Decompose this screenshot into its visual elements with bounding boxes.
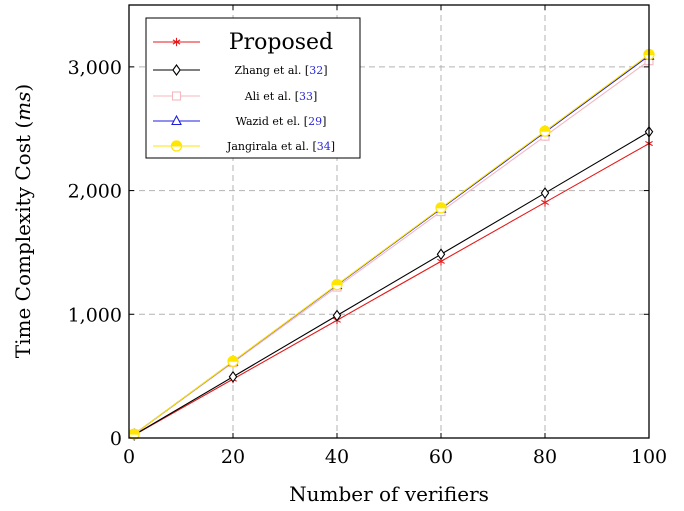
x-tick-label: 80 (533, 446, 557, 468)
legend-label-text: Proposed (229, 30, 333, 55)
legend-entry: Jangirala et al. [34] (153, 140, 335, 153)
marker-halfcircle (170, 140, 183, 152)
series-jangirala-et-al (128, 48, 655, 440)
marker-halfcircle (128, 428, 140, 440)
series-proposed (130, 139, 653, 440)
x-tick-label: 40 (325, 446, 349, 468)
legend-label-ref: 33 (299, 90, 313, 103)
legend-label: Wazid et el. [29] (236, 115, 327, 128)
series-layer (128, 48, 655, 441)
legend-label: Ali et al. [33] (244, 90, 318, 103)
x-tick-label: 0 (123, 446, 135, 468)
legend-label: Zhang et al. [32] (235, 64, 328, 77)
marker-diamond (332, 309, 342, 322)
legend-entry: Wazid et el. [29] (153, 114, 327, 128)
legend-label-text: Ali et al. [ (244, 90, 299, 103)
legend-label-ref: 29 (308, 115, 322, 128)
tick-labels: 0 20 40 60 80 100 0 1,000 2,000 3,000 (68, 5, 667, 468)
y-tick-label: 3,000 (68, 57, 122, 79)
marker-halfcircle (227, 355, 239, 367)
series-line (133, 60, 650, 435)
series-line (133, 131, 650, 436)
legend-label-text: Jangirala et al. [ (226, 140, 317, 153)
legend-label-bracket: ] (322, 115, 326, 128)
legend-label-ref: 34 (317, 140, 331, 153)
marker-halfcircle (643, 48, 655, 61)
x-tick-label: 100 (631, 446, 667, 468)
legend-entry: Proposed (153, 30, 333, 55)
marker-diamond (540, 187, 550, 199)
marker-halfcircle (539, 125, 551, 137)
legend-label-text: Zhang et al. [ (235, 64, 310, 77)
legend-entry: Ali et al. [33] (153, 90, 317, 103)
marker-asterisk (541, 198, 549, 207)
legend-label-bracket: ] (323, 64, 327, 77)
x-axis-title: Number of verifiers (289, 482, 489, 506)
legend-label-text: Wazid et el. [ (236, 115, 309, 128)
y-tick-label: 0 (110, 428, 122, 450)
legend-entry: Zhang et al. [32] (153, 64, 328, 77)
y-tick-label: 1,000 (68, 304, 122, 326)
marker-halfcircle (331, 278, 343, 291)
x-tick-label: 20 (221, 446, 245, 468)
legend-label-ref: 32 (309, 64, 323, 77)
x-tick-label: 60 (429, 446, 453, 468)
legend-label: Jangirala et al. [34] (226, 140, 335, 153)
marker-diamond (172, 64, 181, 76)
marker-asterisk (172, 37, 181, 47)
y-axis-title: Time Complexity Cost (ms) (11, 84, 35, 358)
legend-label-bracket: ] (313, 90, 317, 103)
y-axis-title-text: Time Complexity Cost ( (11, 121, 35, 358)
marker-triangle (171, 114, 182, 126)
marker-diamond (228, 370, 238, 383)
marker-square (171, 91, 182, 101)
series-line (133, 54, 650, 435)
plot-frame (128, 4, 650, 439)
series-line (133, 143, 650, 436)
marker-diamond (436, 248, 446, 261)
y-axis-title-unit: ms (11, 92, 35, 121)
y-tick-label: 2,000 (68, 181, 122, 203)
marker-halfcircle (435, 202, 447, 214)
y-axis-title-close: ) (11, 84, 35, 92)
legend-label-bracket: ] (331, 140, 335, 153)
legend-box (145, 17, 361, 159)
legend-label: Proposed (229, 30, 333, 55)
